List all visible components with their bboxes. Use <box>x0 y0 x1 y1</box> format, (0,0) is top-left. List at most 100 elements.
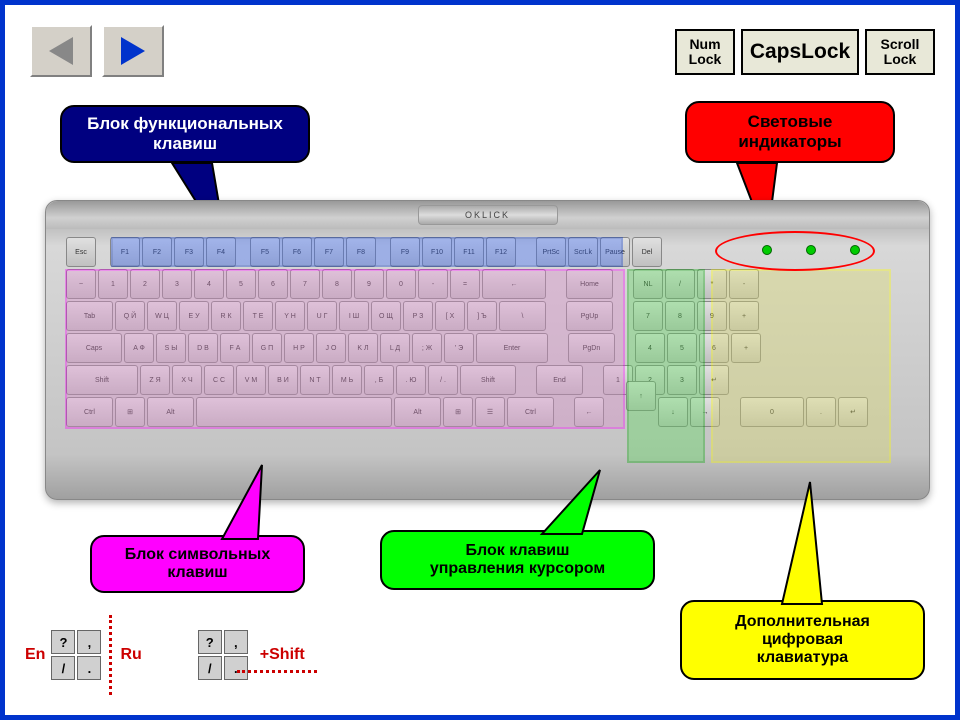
key-i[interactable]: I Ш <box>339 301 369 331</box>
key-lctrl[interactable]: Ctrl <box>66 397 113 427</box>
prev-button[interactable] <box>30 25 92 77</box>
key-f10[interactable]: F10 <box>422 237 452 267</box>
key-f9[interactable]: F9 <box>390 237 420 267</box>
key-rbracket[interactable]: ] Ъ <box>467 301 497 331</box>
key-r[interactable]: R К <box>211 301 241 331</box>
next-button[interactable] <box>102 25 164 77</box>
key-numsub[interactable]: - <box>729 269 759 299</box>
key-c[interactable]: C С <box>204 365 234 395</box>
key-f11[interactable]: F11 <box>454 237 484 267</box>
key-num6[interactable]: 6 <box>699 333 729 363</box>
key-t[interactable]: T Е <box>243 301 273 331</box>
key-comma[interactable]: , Б <box>364 365 394 395</box>
key-q[interactable]: Q Й <box>115 301 145 331</box>
key-semicolon[interactable]: ; Ж <box>412 333 442 363</box>
key-num7[interactable]: 7 <box>633 301 663 331</box>
key-z[interactable]: Z Я <box>140 365 170 395</box>
key-f[interactable]: F А <box>220 333 250 363</box>
scrolllock-button[interactable]: Scroll Lock <box>865 29 935 75</box>
key-g[interactable]: G П <box>252 333 282 363</box>
key-menu[interactable]: ☰ <box>475 397 505 427</box>
key-1[interactable]: 1 <box>98 269 128 299</box>
key-7[interactable]: 7 <box>290 269 320 299</box>
key-numdot[interactable]: . <box>806 397 836 427</box>
key-period[interactable]: . Ю <box>396 365 426 395</box>
key-capslock[interactable]: Caps <box>66 333 122 363</box>
key-d[interactable]: D В <box>188 333 218 363</box>
key-f12[interactable]: F12 <box>486 237 516 267</box>
capslock-button[interactable]: CapsLock <box>741 29 859 75</box>
key-backspace[interactable]: ← <box>482 269 546 299</box>
key-tilde[interactable]: ~ <box>66 269 96 299</box>
key-n[interactable]: N Т <box>300 365 330 395</box>
key-f4[interactable]: F4 <box>206 237 236 267</box>
key-numenter2[interactable]: ↵ <box>838 397 868 427</box>
key-pgdn[interactable]: PgDn <box>568 333 615 363</box>
key-nummul[interactable]: * <box>697 269 727 299</box>
key-enter[interactable]: Enter <box>476 333 548 363</box>
key-num4[interactable]: 4 <box>635 333 665 363</box>
key-m[interactable]: M Ь <box>332 365 362 395</box>
key-num5[interactable]: 5 <box>667 333 697 363</box>
key-5[interactable]: 5 <box>226 269 256 299</box>
key-f5[interactable]: F5 <box>250 237 280 267</box>
key-num0[interactable]: 0 <box>740 397 804 427</box>
key-left[interactable]: ← <box>574 397 604 427</box>
key-f1[interactable]: F1 <box>110 237 140 267</box>
key-4[interactable]: 4 <box>194 269 224 299</box>
key-o[interactable]: O Щ <box>371 301 401 331</box>
key-numlock[interactable]: NL <box>633 269 663 299</box>
key-8[interactable]: 8 <box>322 269 352 299</box>
key-minus[interactable]: - <box>418 269 448 299</box>
key-f3[interactable]: F3 <box>174 237 204 267</box>
key-del[interactable]: Del <box>632 237 662 267</box>
key-lalt[interactable]: Alt <box>147 397 194 427</box>
key-l[interactable]: L Д <box>380 333 410 363</box>
key-scrlk[interactable]: ScrLk <box>568 237 598 267</box>
key-ralt[interactable]: Alt <box>394 397 441 427</box>
numlock-button[interactable]: Num Lock <box>675 29 735 75</box>
key-esc[interactable]: Esc <box>66 237 96 267</box>
key-2[interactable]: 2 <box>130 269 160 299</box>
key-numadd2[interactable]: + <box>731 333 761 363</box>
key-num9[interactable]: 9 <box>697 301 727 331</box>
key-0[interactable]: 0 <box>386 269 416 299</box>
key-f2[interactable]: F2 <box>142 237 172 267</box>
key-k[interactable]: K Л <box>348 333 378 363</box>
key-lbracket[interactable]: [ Х <box>435 301 465 331</box>
key-end[interactable]: End <box>536 365 583 395</box>
key-home[interactable]: Home <box>566 269 613 299</box>
key-v[interactable]: V М <box>236 365 266 395</box>
key-rwin[interactable]: ⊞ <box>443 397 473 427</box>
key-num3[interactable]: 3 <box>667 365 697 395</box>
key-9[interactable]: 9 <box>354 269 384 299</box>
key-f7[interactable]: F7 <box>314 237 344 267</box>
key-j[interactable]: J О <box>316 333 346 363</box>
key-6[interactable]: 6 <box>258 269 288 299</box>
key-tab[interactable]: Tab <box>66 301 113 331</box>
key-p[interactable]: P З <box>403 301 433 331</box>
key-rctrl[interactable]: Ctrl <box>507 397 554 427</box>
key-s[interactable]: S Ы <box>156 333 186 363</box>
key-slash[interactable]: / . <box>428 365 458 395</box>
key-up[interactable]: ↑ <box>626 381 656 411</box>
key-quote[interactable]: ' Э <box>444 333 474 363</box>
key-e[interactable]: E У <box>179 301 209 331</box>
key-pgup[interactable]: PgUp <box>566 301 613 331</box>
key-numadd[interactable]: + <box>729 301 759 331</box>
key-lshift[interactable]: Shift <box>66 365 138 395</box>
key-pause[interactable]: Pause <box>600 237 630 267</box>
key-down[interactable]: ↓ <box>658 397 688 427</box>
key-y[interactable]: Y Н <box>275 301 305 331</box>
key-backslash[interactable]: \ <box>499 301 546 331</box>
key-space[interactable] <box>196 397 392 427</box>
key-f6[interactable]: F6 <box>282 237 312 267</box>
key-right[interactable]: → <box>690 397 720 427</box>
key-3[interactable]: 3 <box>162 269 192 299</box>
key-prtsc[interactable]: PrtSc <box>536 237 566 267</box>
key-a[interactable]: A Ф <box>124 333 154 363</box>
key-h[interactable]: H Р <box>284 333 314 363</box>
key-b[interactable]: B И <box>268 365 298 395</box>
key-numenter[interactable]: ↵ <box>699 365 729 395</box>
key-u[interactable]: U Г <box>307 301 337 331</box>
